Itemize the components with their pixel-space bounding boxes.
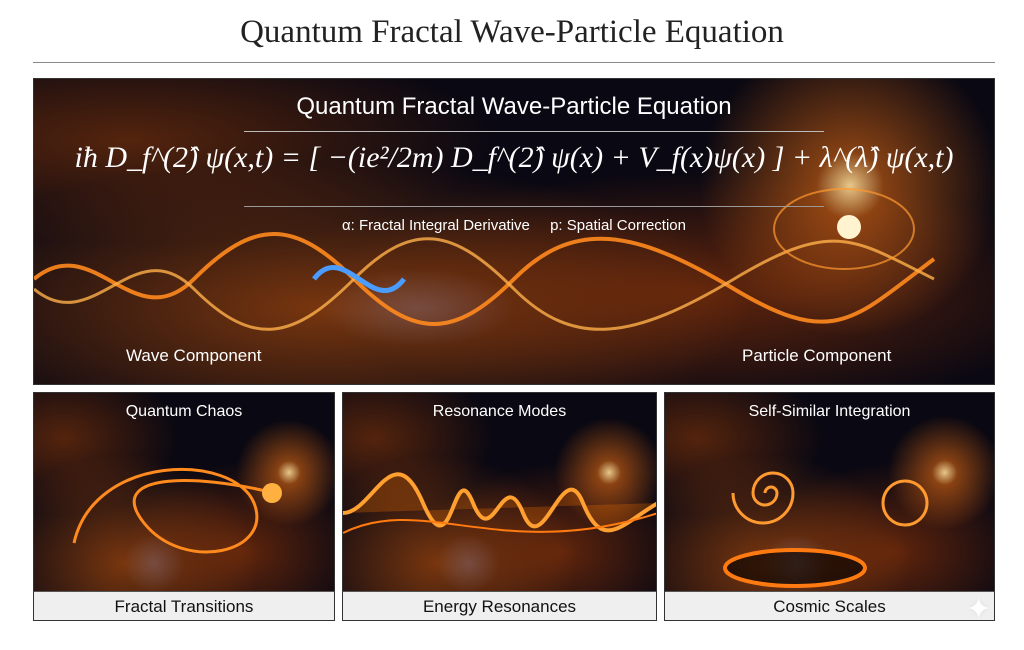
legend-alpha: α: Fractal Integral Derivative — [342, 217, 530, 234]
panel-caption: Energy Resonances — [343, 591, 656, 620]
panel-resonance-modes: Resonance Modes Energy Resonances — [342, 392, 657, 621]
panel-caption: Cosmic Scales — [665, 591, 994, 620]
legend-p: p: Spatial Correction — [550, 217, 686, 234]
particle-component-label: Particle Component — [742, 346, 892, 365]
divider — [244, 131, 824, 132]
panel-caption: Fractal Transitions — [34, 591, 334, 620]
panel-heading: Resonance Modes — [432, 403, 567, 420]
equation: iħ D_f^(2̂) ψ(x,t) = [ −(ie²/2m) D_f^(2̂… — [74, 141, 954, 174]
panel-quantum-chaos: Quantum Chaos Fractal Transitions — [33, 392, 335, 621]
panel-self-similar: Self-Similar Integration Cosmic Scales — [664, 392, 995, 621]
chaos-illustration — [72, 467, 282, 554]
equation-legend: α: Fractal Integral Derivative p: Spatia… — [34, 217, 994, 234]
starfield-background — [343, 393, 656, 620]
resonance-illustration — [343, 472, 656, 534]
starfield-background — [34, 79, 994, 384]
wave-illustration — [34, 188, 936, 331]
wave-component-label: Wave Component — [126, 346, 262, 365]
panel-heading: Quantum Chaos — [125, 403, 243, 420]
sparkle-icon: ✦ — [966, 593, 992, 626]
divider — [244, 206, 824, 207]
spiral-illustration — [723, 471, 929, 588]
main-heading: Quantum Fractal Wave-Particle Equation — [296, 93, 732, 120]
page-title: Quantum Fractal Wave-Particle Equation — [240, 14, 784, 50]
divider — [33, 62, 995, 63]
panel-heading: Self-Similar Integration — [748, 403, 911, 420]
starfield-background — [34, 393, 334, 620]
main-panel: Quantum Fractal Wave-Particle Equation i… — [33, 78, 995, 385]
